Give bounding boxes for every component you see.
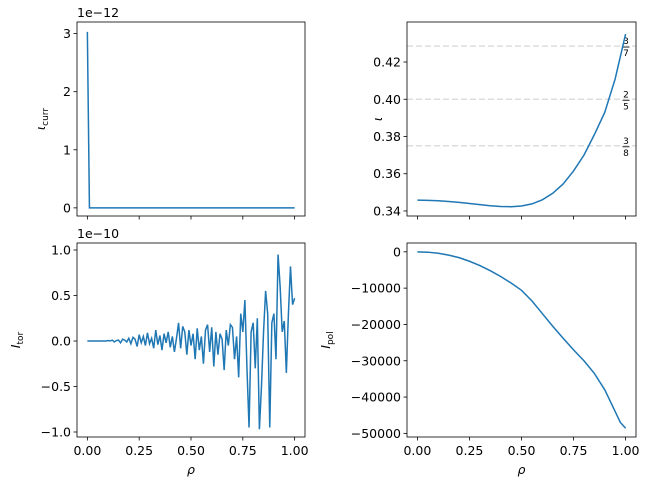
y-tick-label: −40000 [351,390,401,405]
y-tick-label: −50000 [351,426,401,441]
y-axis-label-main: I [8,344,23,348]
y-tick-label: 0.34 [373,203,401,218]
y-tick-label: 0.36 [373,166,401,181]
offset-text: 1e−10 [77,226,119,241]
fraction-numerator: 3 [623,137,629,147]
y-axis-label: ιcurr [33,108,51,130]
y-tick-label: 2 [63,84,71,99]
y-tick-label: 0 [63,200,71,215]
y-tick-label: 0.40 [373,92,401,107]
y-tick-label: 0.42 [373,55,401,70]
y-axis-label-main: ι [370,117,385,121]
x-tick-label: 0.50 [177,443,205,458]
y-axis-label-sub: curr [41,108,51,126]
fraction-denominator: 5 [623,102,629,112]
y-tick-label: 0.0 [51,334,71,349]
y-tick-label: 0.38 [373,129,401,144]
axes-frame [406,242,637,438]
x-tick-label: 0.50 [508,443,536,458]
x-axis-label: ρ [518,462,526,477]
x-tick-label: 0.25 [125,443,153,458]
data-line [86,31,295,209]
y-axis-label-sub: pol [326,331,336,345]
y-axis-label: Ipol [318,331,336,348]
x-tick-label: 0.75 [560,443,588,458]
axes-frame [76,21,306,217]
y-tick-label: 1 [63,142,71,157]
data-line [417,251,627,429]
offset-text: 1e−12 [77,5,119,20]
y-tick-label: 3 [63,26,71,41]
x-tick-label: 0.00 [403,443,431,458]
y-axis-label-main: ι [33,126,48,130]
y-tick-label: −20000 [351,317,401,332]
x-tick-label: 1.00 [281,443,309,458]
data-line [87,254,296,430]
fraction-denominator: 7 [623,49,629,59]
x-tick-label: 0.75 [229,443,257,458]
y-axis-label-sub: tor [16,331,26,344]
x-tick-label: 0.00 [73,443,101,458]
fraction-numerator: 2 [623,90,629,100]
y-tick-label: −10000 [351,281,401,296]
y-tick-label: 1.0 [51,243,71,258]
x-axis-label: ρ [187,462,195,477]
y-tick-label: −30000 [351,353,401,368]
x-tick-label: 0.25 [456,443,484,458]
y-tick-label: 0.5 [51,288,71,303]
data-line [417,33,627,208]
x-tick-label: 1.00 [612,443,640,458]
y-tick-label: −1.0 [41,424,71,439]
y-axis-label-main: I [318,345,333,349]
y-axis-label: ι [370,117,385,121]
y-tick-label: −0.5 [41,379,71,394]
fraction-numerator: 3 [623,37,629,47]
fraction-denominator: 8 [623,149,629,159]
y-tick-label: 0 [393,244,401,259]
y-axis-label: Itor [8,331,26,348]
